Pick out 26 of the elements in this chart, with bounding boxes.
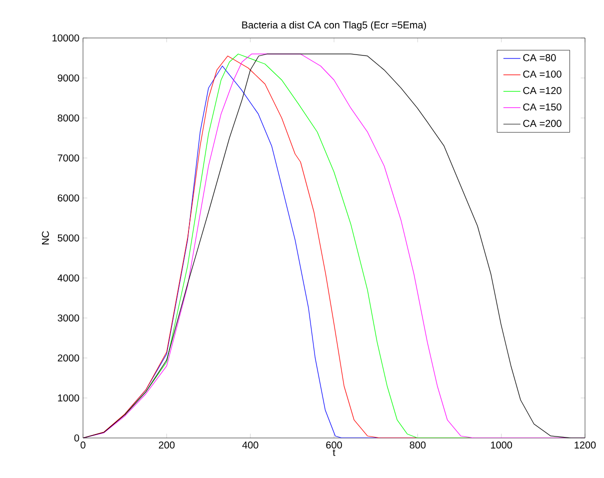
x-tick-label: 1000	[491, 442, 512, 449]
x-tick-label: 400	[242, 442, 258, 449]
y-tick-label: 5000	[58, 234, 80, 242]
y-tick-label: 2000	[58, 354, 80, 362]
x-tick-label: 600	[326, 442, 342, 449]
x-tick-label: 800	[410, 442, 426, 449]
legend-label: CA =100	[523, 70, 562, 78]
y-axis-title: NC	[42, 231, 49, 244]
y-tick-label: 4000	[58, 274, 80, 282]
x-tick-label: 200	[158, 442, 175, 449]
legend-label: CA =200	[523, 120, 562, 127]
y-tick-label: 7000	[58, 154, 80, 162]
x-axis-title: t	[332, 449, 336, 456]
x-tick-label: 1200	[574, 442, 596, 449]
chart-title: Bacteria a dist CA con Tlag5 (Ecr =5Ema)	[242, 21, 426, 30]
legend-label: CA =120	[523, 87, 562, 94]
y-tick-label: 9000	[58, 74, 80, 82]
legend-label: CA =80	[523, 54, 556, 62]
y-tick-label: 3000	[58, 314, 80, 322]
y-tick-label: 8000	[58, 114, 80, 122]
y-tick-label: 1000	[58, 394, 80, 402]
y-tick-label: 10000	[52, 34, 80, 42]
x-tick-label: 0	[80, 442, 86, 449]
legend-label: CA =150	[523, 103, 562, 111]
y-tick-label: 6000	[58, 194, 80, 202]
y-tick-label: 0	[74, 434, 80, 442]
